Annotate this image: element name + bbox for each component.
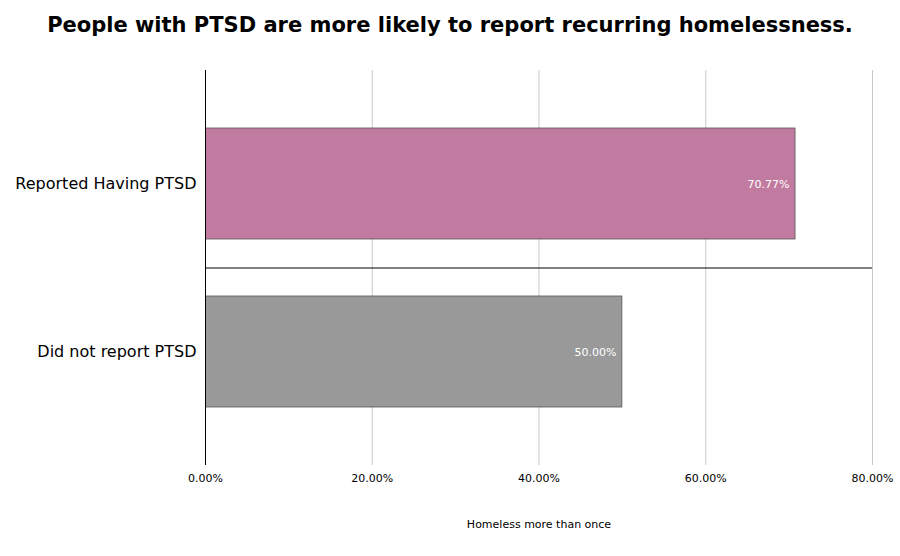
- svg-text:40.00%: 40.00%: [518, 472, 560, 485]
- svg-text:70.77%: 70.77%: [748, 178, 790, 191]
- svg-text:0.00%: 0.00%: [188, 472, 223, 485]
- svg-text:60.00%: 60.00%: [685, 472, 727, 485]
- html-text:People with PTSD are more like: People with PTSD are more likely to repo…: [47, 13, 853, 37]
- svg-text:20.00%: 20.00%: [351, 472, 393, 485]
- svg-text:Did not report PTSD: Did not report PTSD: [37, 342, 196, 361]
- svg-text:Reported Having PTSD: Reported Having PTSD: [15, 174, 196, 193]
- svg-text:80.00%: 80.00%: [852, 472, 894, 485]
- svg-text:50.00%: 50.00%: [574, 346, 616, 359]
- svg-text:Homeless more than once: Homeless more than once: [467, 518, 612, 531]
